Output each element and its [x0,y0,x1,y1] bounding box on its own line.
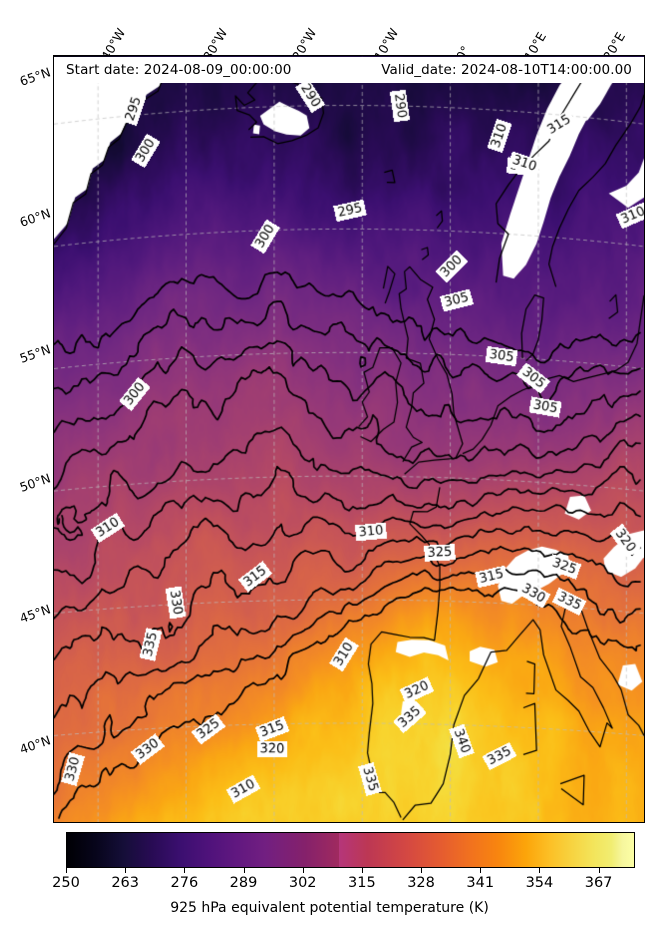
date-header-band: Start date: 2024-08-09_00:00:00 Valid_da… [54,57,644,83]
colorbar-tick-label: 263 [111,875,140,891]
colorbar-tick [480,868,482,873]
colorbar-tick [243,868,245,873]
start-date-label: Start date: 2024-08-09_00:00:00 [66,62,292,78]
colorbar-tick [66,868,67,873]
colorbar-gradient [66,832,635,868]
colorbar-tick-label: 367 [584,875,613,891]
lat-tick-label: 55°N [17,341,53,366]
colorbar-tick-label: 289 [229,875,258,891]
lat-tick-label: 45°N [17,601,53,626]
lat-tick-label: 50°N [17,470,53,495]
colorbar-tick-label: 276 [170,875,199,891]
colorbar-caption: 925 hPa equivalent potential temperature… [170,900,489,916]
map-plot-area[interactable] [53,55,645,823]
colorbar[interactable]: 250 263 276 289 302 315 328 341 354 367 [52,832,635,891]
colorbar-tick [539,868,541,873]
theta-e-field [54,56,644,822]
lat-tick-label: 60°N [17,205,53,230]
colorbar-tick [125,868,127,873]
colorbar-tick-label: 315 [348,875,376,891]
colorbar-tick-label: 328 [407,875,435,891]
colorbar-tick-label: 302 [288,875,317,891]
colorbar-tick-label: 250 [52,875,80,891]
colorbar-tick [598,868,600,873]
colorbar-tick-label: 354 [525,875,554,891]
lat-tick-label: 40°N [17,732,53,757]
colorbar-tick [184,868,186,873]
colorbar-tick-label: 341 [466,875,495,891]
colorbar-tick [421,868,423,873]
colorbar-tick [361,868,363,873]
colorbar-tick [302,868,304,873]
lat-tick-label: 65°N [17,64,53,89]
valid-date-label: Valid_date: 2024-08-10T14:00:00.00 [381,62,632,78]
